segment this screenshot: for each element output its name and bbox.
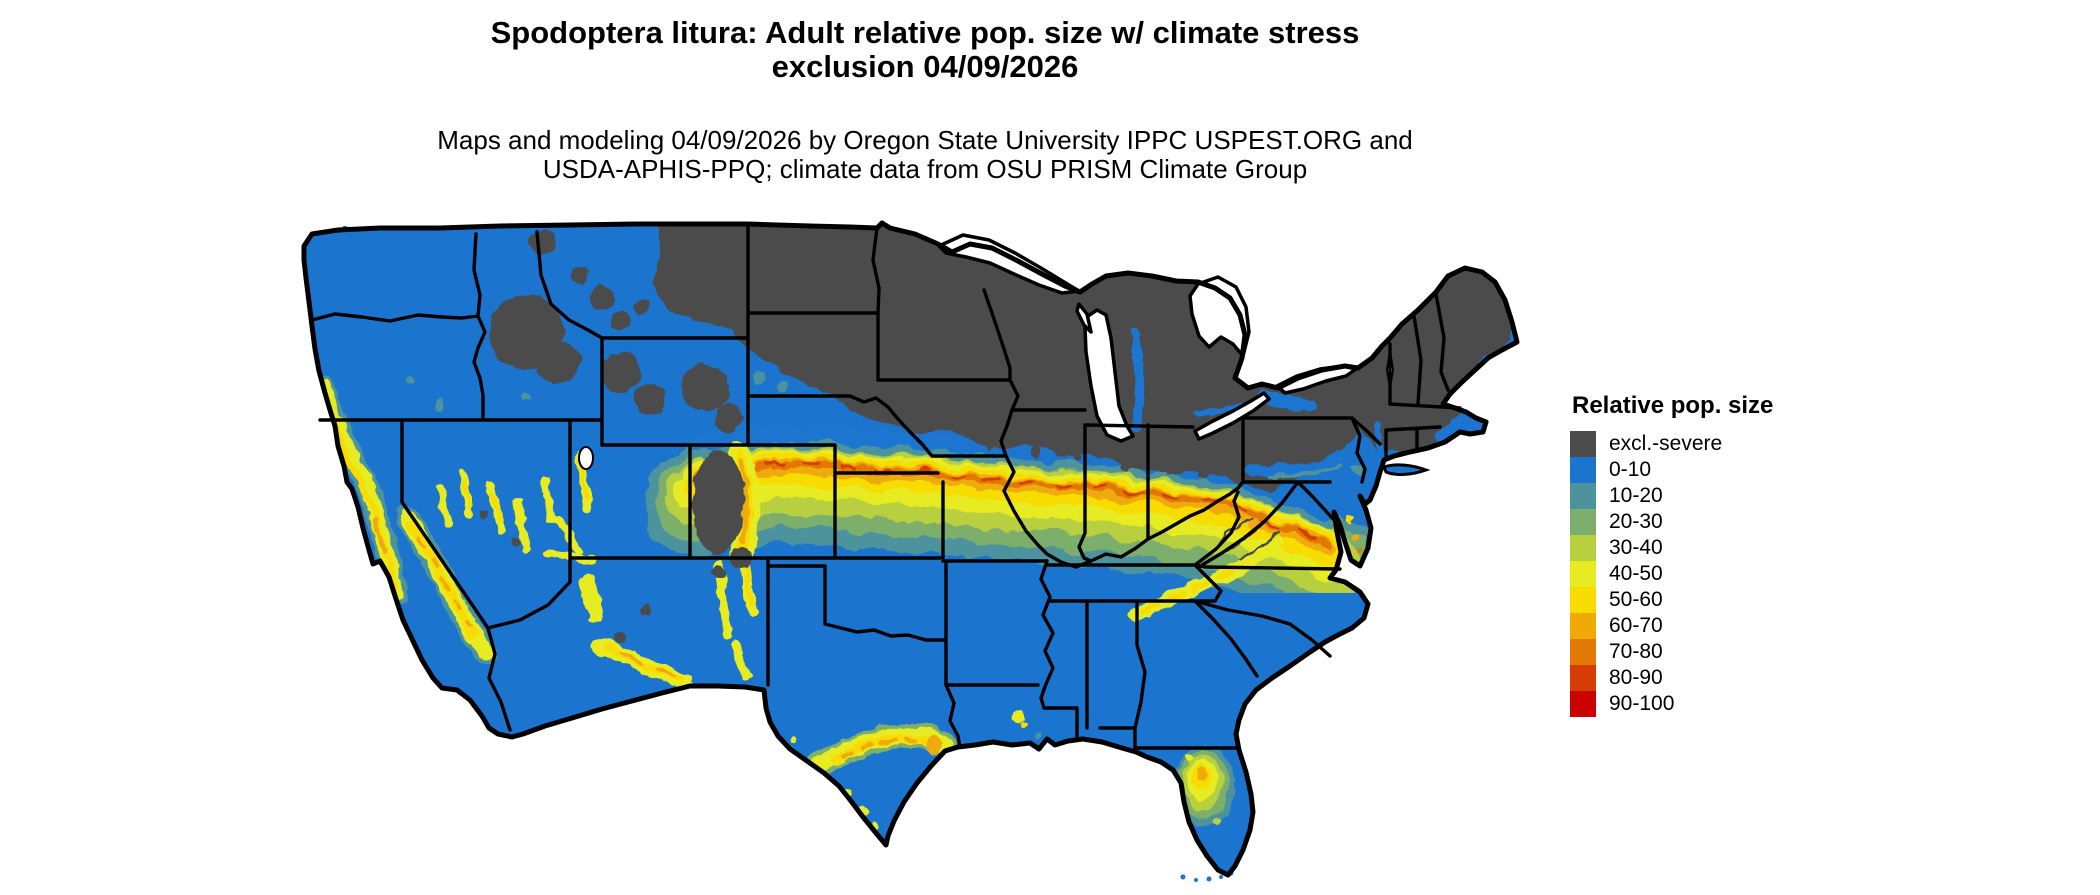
map-subtitle-line2: USDA-APHIS-PPQ; climate data from OSU PR… <box>542 154 1308 184</box>
legend-label: excl.-severe <box>1609 432 1723 455</box>
legend-item: 10-20 <box>1570 483 1830 509</box>
legend-item: 30-40 <box>1570 535 1830 561</box>
legend-item: 0-10 <box>1570 457 1830 483</box>
legend-item: 90-100 <box>1570 691 1830 717</box>
page-title: Spodoptera litura: Adult relative pop. s… <box>0 16 1850 84</box>
legend-swatch <box>1570 457 1596 483</box>
legend-swatch <box>1570 613 1596 639</box>
legend-item: 80-90 <box>1570 665 1830 691</box>
legend-swatch <box>1570 639 1596 665</box>
western-highlands-patches <box>311 377 1282 777</box>
legend-item: 50-60 <box>1570 587 1830 613</box>
nj-teal-spot <box>1352 464 1364 476</box>
legend-label: 10-20 <box>1609 484 1663 507</box>
us-choropleth-map <box>290 220 1560 890</box>
legend-swatch <box>1570 535 1596 561</box>
legend-label: 60-70 <box>1609 614 1663 637</box>
map-title-line1: Spodoptera litura: Adult relative pop. s… <box>490 15 1360 50</box>
legend-swatch <box>1570 561 1596 587</box>
state-borders <box>310 223 1462 750</box>
legend-item: 40-50 <box>1570 561 1830 587</box>
legend-items: excl.-severe 0-10 10-20 20-30 30-40 40-50 50-6… <box>1570 431 1830 717</box>
legend-label: 70-80 <box>1609 640 1663 663</box>
legend-swatch <box>1570 431 1596 457</box>
legend-title: Relative pop. size <box>1572 392 1774 419</box>
great-salt-lake <box>578 446 594 470</box>
legend-label: 20-30 <box>1609 510 1663 533</box>
legend-item: 60-70 <box>1570 613 1830 639</box>
legend-item: 20-30 <box>1570 509 1830 535</box>
regional-spot-patches <box>406 371 1363 829</box>
long-island <box>1382 463 1431 476</box>
lake-huron <box>1188 275 1251 358</box>
legend-swatch <box>1570 587 1596 613</box>
legend-label: 80-90 <box>1609 666 1663 689</box>
great-lakes <box>578 233 1394 470</box>
us-outline <box>301 220 1520 878</box>
lake-erie <box>1193 391 1271 441</box>
legend: Relative pop. size excl.-severe 0-10 10-20… <box>1570 393 1830 717</box>
legend-label: 90-100 <box>1609 692 1675 715</box>
legend-swatch <box>1570 691 1596 717</box>
legend-label: 30-40 <box>1609 536 1663 559</box>
excluded-mountain-patches <box>481 229 1210 644</box>
legend-label: 50-60 <box>1609 588 1663 611</box>
legend-swatch <box>1570 509 1596 535</box>
legend-label: 0-10 <box>1609 458 1652 481</box>
legend-label: 40-50 <box>1609 562 1663 585</box>
legend-swatch <box>1570 483 1596 509</box>
legend-item: 70-80 <box>1570 639 1830 665</box>
lake-michigan <box>1083 308 1135 443</box>
map-subtitle-line1: Maps and modeling 04/09/2026 by Oregon S… <box>437 125 1413 155</box>
legend-swatch <box>1570 665 1596 691</box>
map-title-line2: exclusion 04/09/2026 <box>771 49 1079 84</box>
map-subtitle: Maps and modeling 04/09/2026 by Oregon S… <box>0 126 1850 184</box>
legend-item: excl.-severe <box>1570 431 1830 457</box>
green-bay <box>1075 302 1093 334</box>
lake-superior <box>937 233 1081 295</box>
